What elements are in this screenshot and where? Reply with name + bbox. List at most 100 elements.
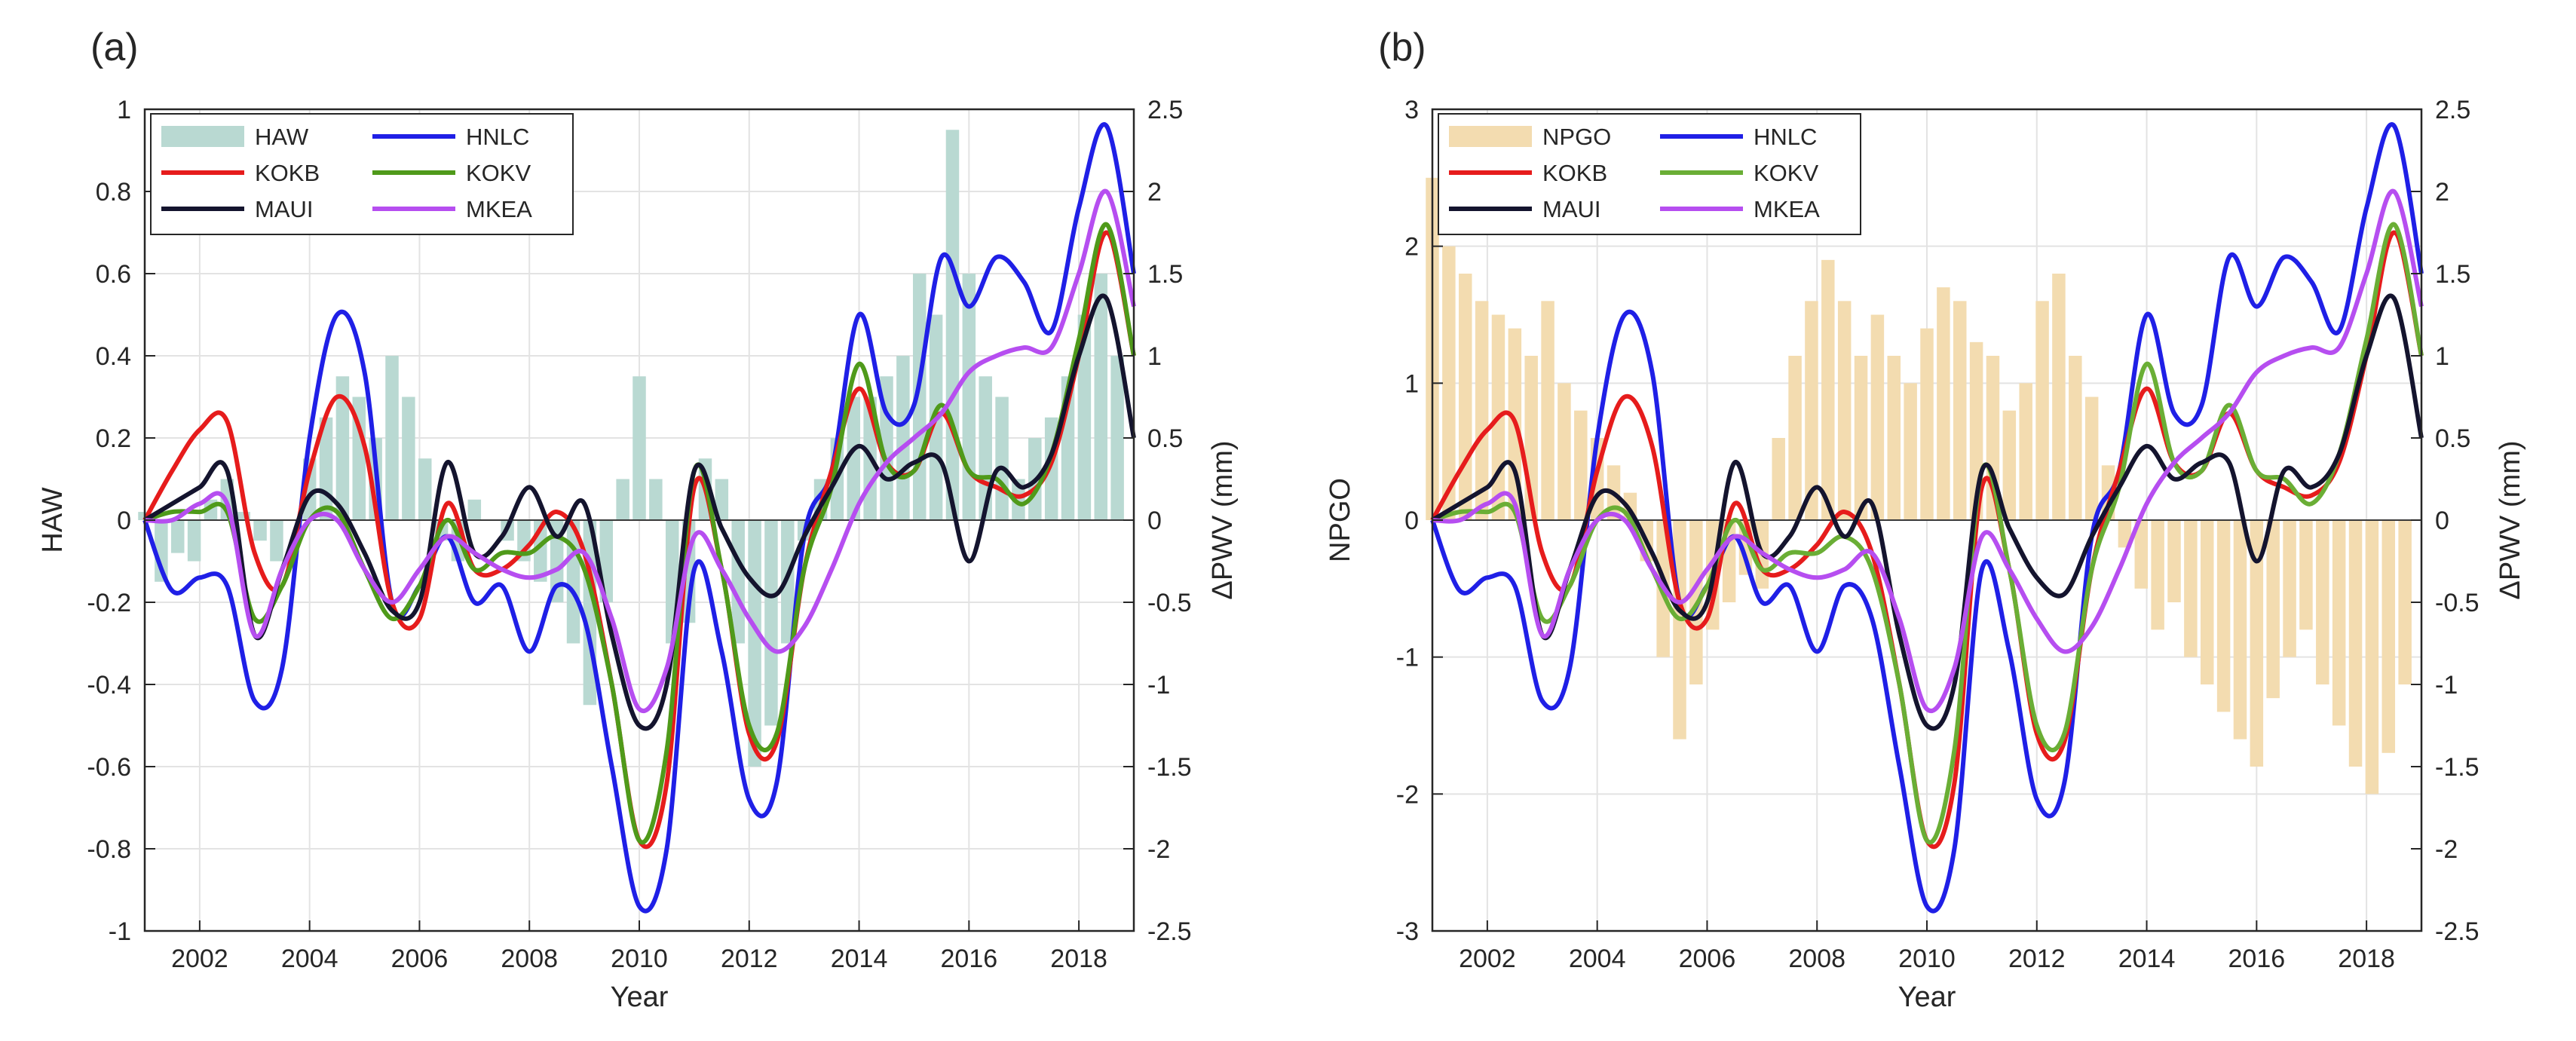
legend-label-kokv: KOKV — [1754, 160, 1818, 186]
x-tick-label: 2006 — [391, 945, 449, 973]
y-tick-label-right: 1 — [2435, 342, 2449, 371]
legend-label-kokb: KOKB — [255, 160, 320, 186]
y-tick-label-left: -0.6 — [87, 753, 131, 782]
x-tick-label: 2004 — [281, 945, 338, 973]
series-line-maui — [143, 293, 1136, 731]
y-tick-label-right: -1 — [2435, 671, 2458, 700]
x-tick-label: 2004 — [1569, 945, 1626, 973]
bar — [1110, 356, 1124, 520]
x-tick-label: 2016 — [941, 945, 998, 973]
y-tick-label-left: 0 — [117, 507, 131, 535]
x-axis-label: Year — [1898, 981, 1956, 1013]
y-tick-label-right: -2.5 — [2435, 917, 2480, 946]
bar — [418, 458, 432, 520]
bar — [2283, 520, 2296, 657]
x-tick-label: 2010 — [1898, 945, 1956, 973]
bar — [995, 396, 1009, 520]
chart-panel-b: 2002 2004 2006 2008 2010 2012 2014 2016 20183210… — [1325, 26, 2526, 1013]
legend-label-kokb: KOKB — [1542, 160, 1607, 186]
legend-label-mkea: MKEA — [466, 196, 532, 222]
bar — [2084, 396, 2099, 520]
y-axis-label-right: ΔPWV (mm) — [2495, 440, 2526, 599]
x-tick-label: 2002 — [1459, 945, 1516, 973]
bar — [1475, 301, 1489, 520]
x-tick-label: 2016 — [2228, 945, 2286, 973]
y-tick-label-right: 1.5 — [1147, 260, 1183, 289]
series-line-maui — [1431, 293, 2424, 731]
bar — [2332, 520, 2346, 726]
series-line-mkea — [1432, 188, 2424, 713]
x-tick-label: 2018 — [2338, 945, 2395, 973]
panel-label: (a) — [90, 26, 139, 69]
bar — [385, 356, 399, 520]
y-tick-label-right: -2 — [2435, 835, 2458, 864]
bar — [352, 396, 366, 520]
x-axis-label: Year — [611, 981, 669, 1013]
bar — [880, 376, 893, 520]
bar — [1870, 314, 1885, 520]
y-tick-label-right: 1.5 — [2435, 260, 2470, 289]
bar — [2134, 520, 2149, 589]
bar — [1788, 356, 1802, 520]
y-tick-label-left: 1 — [117, 96, 131, 124]
bar — [467, 499, 482, 520]
bar — [2184, 520, 2198, 657]
legend-label-hnlc: HNLC — [1754, 124, 1817, 150]
y-axis-label-right: ΔPWV (mm) — [1207, 440, 1239, 599]
y-tick-label-left: 0.2 — [96, 424, 131, 453]
bar — [2365, 520, 2379, 795]
y-axis-label-left: HAW — [37, 487, 69, 553]
y-tick-label-left: -0.8 — [87, 835, 131, 864]
x-tick-label: 2008 — [501, 945, 558, 973]
y-tick-label-right: 1 — [1147, 342, 1162, 371]
y-tick-label-left: 3 — [1404, 96, 1419, 124]
y-tick-label-left: -0.2 — [87, 589, 131, 617]
y-tick-label-left: 2 — [1404, 233, 1419, 262]
panel-label: (b) — [1378, 26, 1426, 69]
bar — [2118, 520, 2132, 548]
bar — [1772, 438, 1785, 520]
bar — [1574, 410, 1588, 520]
y-tick-label-right: 2.5 — [1147, 96, 1183, 124]
bar — [1937, 287, 1950, 520]
y-tick-label-left: 0.6 — [96, 260, 131, 289]
x-tick-label: 2008 — [1788, 945, 1845, 973]
x-tick-label: 2002 — [171, 945, 228, 973]
bar — [2348, 520, 2363, 767]
bar — [1821, 259, 1835, 520]
bar — [1077, 314, 1092, 520]
y-tick-label-left: -1 — [109, 917, 131, 946]
y-tick-label-left: -1 — [1396, 644, 1419, 672]
x-tick-label: 2018 — [1050, 945, 1107, 973]
bar — [731, 520, 745, 644]
bar — [945, 130, 960, 520]
legend: HAW HNLC KOKB KOKV MAUI MKEA — [150, 113, 574, 235]
bar — [1558, 383, 1571, 520]
bar — [633, 376, 646, 520]
bar — [550, 520, 564, 602]
y-tick-label-left: 1 — [1404, 369, 1419, 398]
bar — [847, 396, 861, 520]
bar — [2035, 301, 2049, 520]
legend-label-npgo: NPGO — [1542, 124, 1611, 150]
legend-swatch-haw — [161, 126, 244, 147]
y-tick-label-right: -0.5 — [2435, 589, 2480, 617]
bar — [2200, 520, 2214, 684]
y-tick-label-right: -1 — [1147, 671, 1170, 700]
y-tick-label-right: 0.5 — [1147, 424, 1183, 453]
y-tick-label-right: -2 — [1147, 835, 1170, 864]
y-tick-label-left: 0 — [1404, 507, 1419, 535]
bar — [253, 520, 267, 541]
bar — [2019, 383, 2032, 520]
bar — [402, 396, 415, 520]
x-tick-label: 2012 — [721, 945, 778, 973]
bar — [1854, 356, 1868, 520]
bar — [715, 479, 729, 520]
bar-series — [1426, 177, 2412, 795]
x-tick-label: 2012 — [2008, 945, 2066, 973]
series-line-hnlc — [142, 122, 1136, 914]
bar — [1094, 274, 1108, 520]
y-tick-label-left: 0.8 — [96, 178, 131, 207]
y-tick-label-left: -0.4 — [87, 671, 131, 700]
bar — [2069, 356, 2082, 520]
